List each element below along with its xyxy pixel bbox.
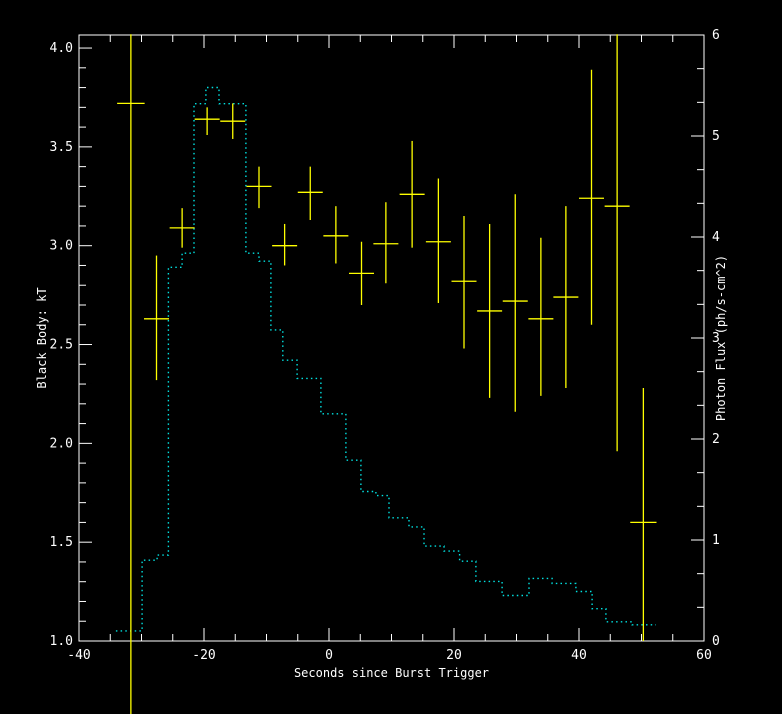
x-tick-label: 40	[571, 648, 587, 663]
x-tick-label: -40	[67, 648, 90, 663]
y-left-tick-label: 2.5	[50, 338, 73, 353]
x-tick-label: 20	[446, 648, 462, 663]
y-right-tick-label: 1	[712, 533, 720, 548]
photon-flux-dotted-histogram	[115, 86, 656, 632]
x-tick-label: -20	[192, 648, 215, 663]
blackbody-kt-errorbar-series	[117, 34, 657, 714]
y-right-tick-label: 3	[712, 331, 720, 346]
y-left-tick-label: 4.0	[50, 41, 73, 56]
y-left-tick-label: 1.0	[50, 634, 73, 649]
y-left-axis-title: Black Body: kT	[35, 287, 49, 388]
y-left-tick-label: 2.0	[50, 436, 73, 451]
y-left-tick-label: 3.5	[50, 140, 73, 155]
x-axis-title: Seconds since Burst Trigger	[294, 666, 489, 680]
y-right-tick-label: 5	[712, 129, 720, 144]
y-left-tick-label: 3.0	[50, 239, 73, 254]
y-right-tick-label: 2	[712, 432, 720, 447]
y-right-tick-label: 6	[712, 28, 720, 43]
y-left-tick-label: 1.5	[50, 535, 73, 550]
y-right-tick-label: 4	[712, 230, 720, 245]
y-right-axis-title: Photon Flux (ph/s-cm^2)	[714, 255, 728, 421]
x-tick-label: 0	[325, 648, 333, 663]
y-right-tick-label: 0	[712, 634, 720, 649]
plot-frame	[78, 34, 705, 642]
x-tick-label: 60	[696, 648, 712, 663]
